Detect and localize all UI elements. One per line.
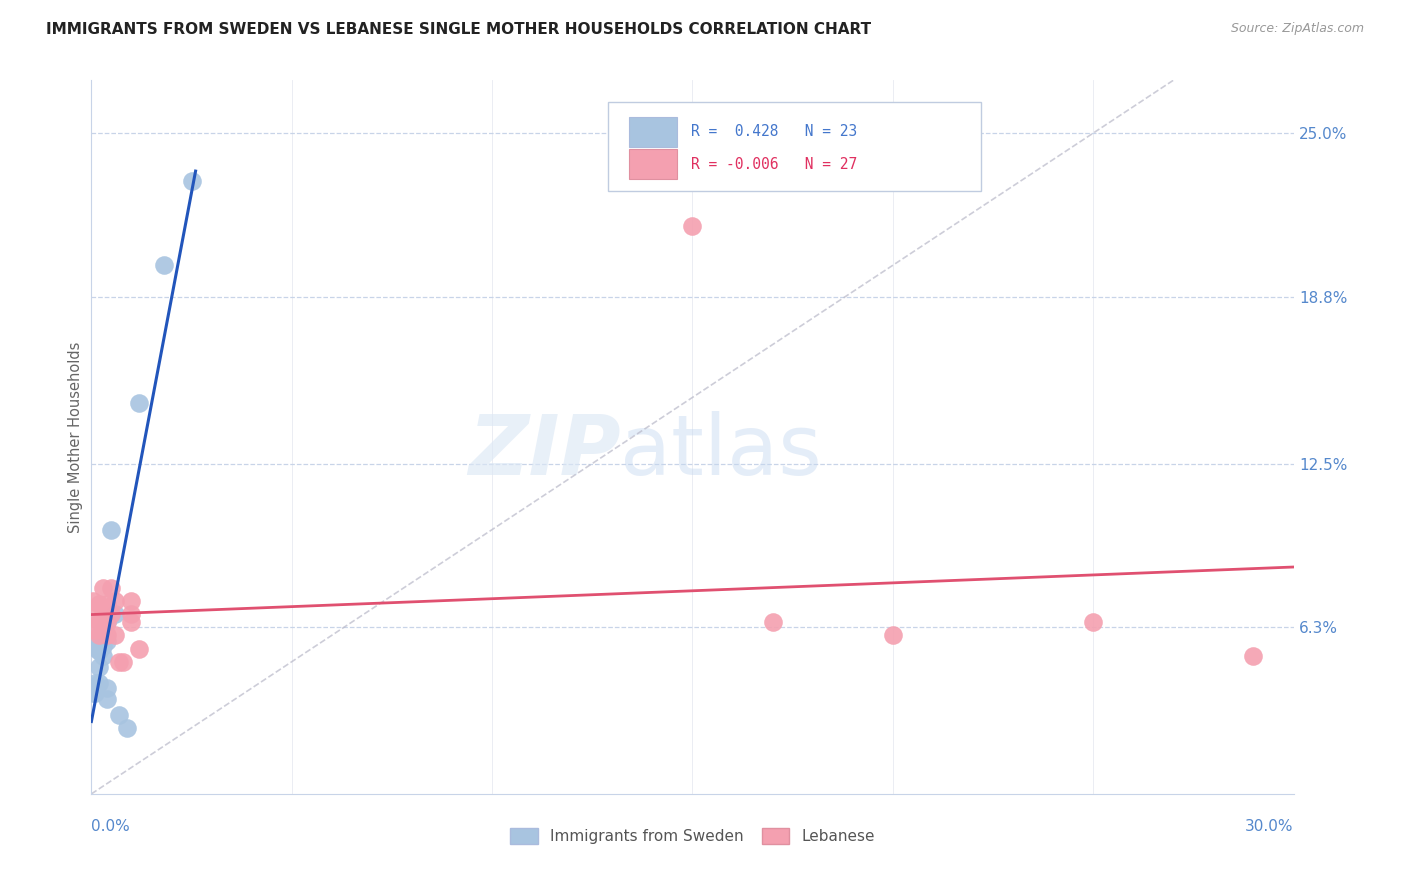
Point [84,676,107,690]
Text: R = -0.006   N = 27: R = -0.006 N = 27 [692,157,858,172]
Point [128,641,150,656]
Point [104,607,127,622]
Point [104,594,127,608]
Point [108,655,131,669]
Point [96,628,118,642]
Point [93,623,115,637]
Text: Source: ZipAtlas.com: Source: ZipAtlas.com [1230,22,1364,36]
Point [93,649,115,664]
Point [104,628,127,642]
Point [112,655,135,669]
Point [96,615,118,629]
Point [89,676,111,690]
Point [93,639,115,653]
Text: 30.0%: 30.0% [1246,819,1294,834]
Point [96,615,118,629]
Text: IMMIGRANTS FROM SWEDEN VS LEBANESE SINGLE MOTHER HOUSEHOLDS CORRELATION CHART: IMMIGRANTS FROM SWEDEN VS LEBANESE SINGL… [46,22,872,37]
Point [121,615,143,629]
Point [89,597,111,611]
Point [762,615,785,629]
Point [108,707,131,722]
Point [96,681,118,695]
Point [84,607,107,622]
Point [89,615,111,629]
Point [96,597,118,611]
Text: 0.0%: 0.0% [91,819,131,834]
Point [1083,615,1105,629]
Point [84,623,107,637]
Point [100,607,122,622]
Point [93,623,115,637]
Point [84,686,107,700]
Point [117,721,139,735]
Point [100,523,122,537]
Legend: Immigrants from Sweden, Lebanese: Immigrants from Sweden, Lebanese [503,822,882,850]
Point [89,633,111,648]
Point [152,258,174,272]
Point [82,594,104,608]
Point [882,628,904,642]
Point [128,395,150,409]
Point [89,628,111,642]
Text: R =  0.428   N = 23: R = 0.428 N = 23 [692,124,858,139]
Text: ZIP: ZIP [468,411,620,491]
Point [1243,649,1265,664]
Point [86,641,108,656]
FancyBboxPatch shape [609,102,981,191]
Point [96,633,118,648]
Point [89,644,111,658]
Point [93,581,115,595]
Point [180,174,202,188]
Point [89,660,111,674]
Point [100,581,122,595]
Point [681,219,703,233]
Y-axis label: Single Mother Households: Single Mother Households [67,342,83,533]
Point [121,607,143,622]
FancyBboxPatch shape [628,117,676,146]
Text: atlas: atlas [620,411,823,491]
Point [96,691,118,706]
Point [121,594,143,608]
Point [82,686,104,700]
Point [93,607,115,622]
Point [93,628,115,642]
FancyBboxPatch shape [628,149,676,179]
